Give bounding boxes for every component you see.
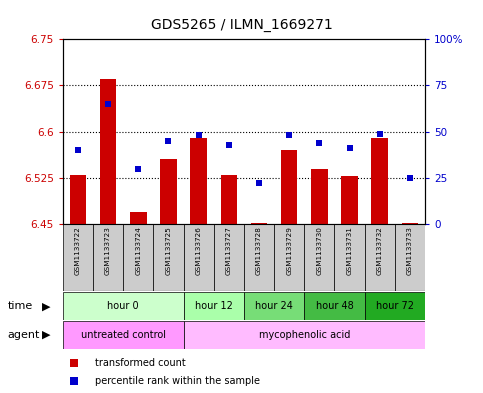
Bar <box>184 321 425 349</box>
Text: time: time <box>7 301 32 311</box>
Bar <box>130 212 146 224</box>
Bar <box>63 321 184 349</box>
Point <box>74 147 82 153</box>
Bar <box>160 160 177 224</box>
Bar <box>365 224 395 291</box>
Bar <box>63 292 184 320</box>
Text: GSM1133730: GSM1133730 <box>316 226 322 275</box>
Bar <box>365 292 425 320</box>
Text: mycophenolic acid: mycophenolic acid <box>258 330 350 340</box>
Bar <box>123 224 154 291</box>
Text: ▶: ▶ <box>42 301 50 311</box>
Bar <box>395 224 425 291</box>
Text: GSM1133726: GSM1133726 <box>196 226 201 275</box>
Point <box>315 140 323 146</box>
Text: agent: agent <box>7 330 40 340</box>
Bar <box>190 138 207 224</box>
Text: GSM1133725: GSM1133725 <box>166 226 171 275</box>
Bar <box>213 224 244 291</box>
Point <box>165 138 172 144</box>
Bar <box>281 150 298 224</box>
Bar <box>244 224 274 291</box>
Bar <box>371 138 388 224</box>
Text: transformed count: transformed count <box>96 358 186 368</box>
Text: GSM1133731: GSM1133731 <box>347 226 353 275</box>
Point <box>104 101 112 107</box>
Point <box>285 132 293 138</box>
Text: GSM1133722: GSM1133722 <box>75 226 81 275</box>
Bar <box>304 292 365 320</box>
Text: hour 24: hour 24 <box>255 301 293 311</box>
Text: hour 48: hour 48 <box>315 301 354 311</box>
Point <box>376 130 384 137</box>
Text: percentile rank within the sample: percentile rank within the sample <box>96 376 260 386</box>
Text: GSM1133724: GSM1133724 <box>135 226 141 275</box>
Point <box>195 132 202 138</box>
Bar <box>93 224 123 291</box>
Bar <box>251 223 267 224</box>
Bar <box>154 224 184 291</box>
Text: GSM1133727: GSM1133727 <box>226 226 232 275</box>
Bar <box>184 292 244 320</box>
Bar <box>402 223 418 224</box>
Bar <box>184 224 213 291</box>
Bar <box>221 175 237 224</box>
Point <box>346 145 354 151</box>
Bar <box>70 175 86 224</box>
Bar <box>304 224 334 291</box>
Point <box>255 180 263 187</box>
Text: GSM1133723: GSM1133723 <box>105 226 111 275</box>
Text: hour 72: hour 72 <box>376 301 414 311</box>
Bar <box>341 176 358 224</box>
Text: ▶: ▶ <box>42 330 50 340</box>
Bar <box>311 169 327 224</box>
Bar <box>274 224 304 291</box>
Point <box>406 174 414 181</box>
Bar <box>244 292 304 320</box>
Text: GSM1133728: GSM1133728 <box>256 226 262 275</box>
Bar <box>334 224 365 291</box>
Text: GSM1133729: GSM1133729 <box>286 226 292 275</box>
Text: GSM1133733: GSM1133733 <box>407 226 413 275</box>
Text: hour 12: hour 12 <box>195 301 233 311</box>
Point <box>134 165 142 172</box>
Point <box>225 141 233 148</box>
Text: GDS5265 / ILMN_1669271: GDS5265 / ILMN_1669271 <box>151 18 332 32</box>
Bar <box>100 79 116 224</box>
Bar <box>63 224 93 291</box>
Text: untreated control: untreated control <box>81 330 166 340</box>
Text: hour 0: hour 0 <box>107 301 139 311</box>
Text: GSM1133732: GSM1133732 <box>377 226 383 275</box>
